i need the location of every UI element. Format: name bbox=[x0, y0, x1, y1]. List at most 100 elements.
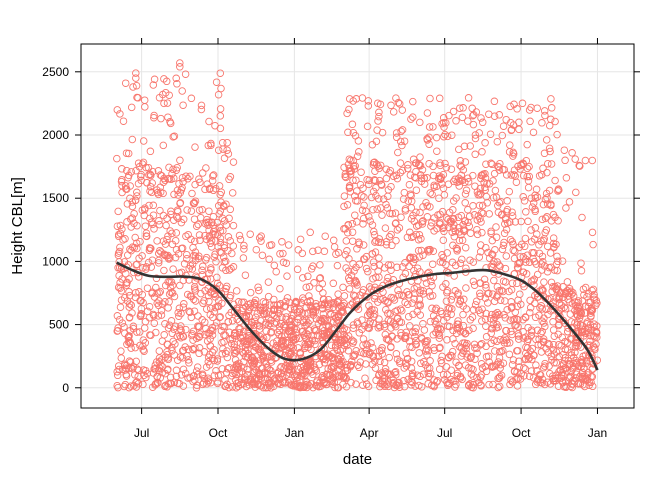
data-point bbox=[187, 235, 195, 244]
data-point bbox=[502, 336, 511, 344]
data-point bbox=[501, 314, 510, 322]
data-point bbox=[367, 339, 375, 347]
data-point bbox=[349, 162, 358, 170]
data-point bbox=[169, 265, 177, 273]
data-point bbox=[345, 155, 354, 163]
data-point bbox=[195, 175, 203, 183]
data-point bbox=[265, 255, 273, 264]
data-point bbox=[169, 165, 177, 174]
data-point bbox=[226, 205, 235, 214]
data-point bbox=[506, 316, 514, 324]
x-tick-label: Oct bbox=[209, 426, 228, 440]
data-point bbox=[436, 161, 445, 170]
data-point bbox=[190, 376, 199, 384]
data-point bbox=[312, 378, 321, 386]
data-point bbox=[264, 278, 273, 286]
data-point bbox=[396, 159, 405, 167]
data-point bbox=[581, 283, 590, 292]
data-point bbox=[553, 130, 561, 139]
data-point bbox=[155, 347, 164, 355]
data-point bbox=[412, 208, 420, 217]
data-point bbox=[395, 100, 404, 108]
data-point bbox=[296, 383, 305, 391]
data-point bbox=[461, 243, 470, 252]
data-point bbox=[134, 379, 143, 388]
data-point bbox=[368, 360, 377, 369]
data-point bbox=[176, 281, 184, 290]
data-point bbox=[567, 348, 576, 357]
data-point bbox=[114, 283, 123, 292]
data-point bbox=[531, 207, 539, 216]
data-point bbox=[199, 262, 207, 271]
data-point bbox=[113, 327, 121, 335]
data-point bbox=[192, 384, 201, 392]
data-point bbox=[562, 174, 571, 182]
data-point bbox=[511, 247, 519, 255]
data-point bbox=[466, 354, 475, 362]
data-point bbox=[426, 292, 434, 300]
data-point bbox=[488, 324, 497, 333]
data-point bbox=[392, 236, 400, 245]
data-point bbox=[555, 186, 563, 194]
data-point bbox=[165, 163, 173, 172]
data-point bbox=[588, 156, 597, 165]
data-point bbox=[179, 332, 187, 341]
data-point bbox=[342, 264, 350, 272]
data-point bbox=[150, 75, 159, 84]
data-point bbox=[334, 290, 342, 298]
data-point bbox=[423, 173, 431, 182]
data-point bbox=[252, 313, 260, 322]
data-point bbox=[546, 300, 555, 309]
data-point bbox=[445, 304, 454, 312]
data-point bbox=[206, 234, 214, 242]
data-point bbox=[243, 365, 251, 374]
data-point bbox=[473, 374, 481, 382]
data-point bbox=[386, 309, 394, 318]
data-point bbox=[545, 121, 554, 130]
data-point bbox=[379, 295, 387, 303]
data-point bbox=[487, 227, 495, 236]
data-point bbox=[387, 342, 395, 351]
data-point bbox=[339, 372, 348, 381]
data-point bbox=[211, 230, 219, 239]
data-point bbox=[190, 307, 199, 315]
data-point bbox=[118, 225, 126, 233]
data-point bbox=[580, 372, 589, 380]
data-point bbox=[524, 355, 533, 363]
data-point bbox=[426, 94, 434, 103]
data-point bbox=[362, 264, 371, 273]
data-point bbox=[398, 306, 406, 315]
data-point bbox=[506, 141, 514, 149]
data-point bbox=[349, 156, 358, 165]
data-point bbox=[196, 178, 204, 187]
data-point bbox=[393, 355, 402, 363]
data-point bbox=[134, 94, 142, 102]
data-point bbox=[152, 283, 160, 292]
data-point bbox=[406, 171, 415, 179]
data-point bbox=[336, 330, 344, 338]
data-point bbox=[324, 350, 332, 358]
data-point bbox=[140, 347, 148, 355]
data-point bbox=[256, 345, 264, 354]
data-point bbox=[382, 237, 391, 246]
data-point bbox=[213, 279, 222, 288]
data-point bbox=[423, 351, 431, 359]
data-point bbox=[483, 179, 491, 188]
data-point bbox=[466, 142, 474, 150]
data-point bbox=[355, 363, 363, 372]
data-point bbox=[279, 258, 288, 267]
data-point bbox=[123, 200, 132, 208]
data-point bbox=[321, 232, 329, 240]
data-point bbox=[476, 292, 484, 301]
data-point bbox=[419, 370, 428, 378]
data-point bbox=[571, 343, 580, 351]
data-point bbox=[252, 245, 261, 254]
data-point bbox=[540, 262, 549, 270]
data-point bbox=[495, 163, 503, 171]
data-point bbox=[407, 204, 416, 212]
data-point bbox=[197, 105, 206, 114]
data-point bbox=[192, 222, 201, 230]
data-point bbox=[464, 94, 473, 102]
data-point bbox=[506, 118, 515, 127]
data-point bbox=[549, 239, 558, 248]
